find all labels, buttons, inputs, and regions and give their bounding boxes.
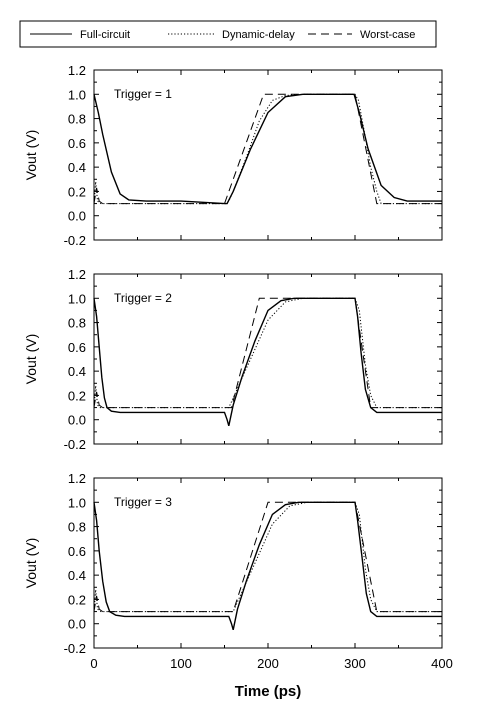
legend-label-full-circuit: Full-circuit [80, 29, 130, 41]
x-tick-label: 400 [431, 656, 453, 671]
legend-label-worst-case: Worst-case [360, 29, 415, 41]
series-line-full-circuit [93, 501, 442, 630]
panel-trigger-3: 1.2 1.0 0.8 0.6 0.4 0.2 0.0 -0.2 0 100 200 300 400 Vo… [23, 471, 453, 700]
series-line-full-circuit [93, 297, 442, 426]
x-axis-label: Time (ps) [235, 683, 301, 700]
y-tick-label: 0.0 [68, 617, 86, 632]
y-tick-label: -0.2 [64, 437, 86, 452]
y-tick-label: 0.4 [68, 160, 86, 175]
series-line-dynamic-delay [93, 501, 442, 613]
x-tick-label: 300 [344, 656, 366, 671]
series-line-dynamic-delay [93, 297, 442, 409]
legend-label-dynamic-delay: Dynamic-delay [222, 29, 295, 41]
trigger-annotation: Trigger = 1 [114, 87, 172, 101]
y-tick-label: 1.0 [68, 495, 86, 510]
y-tick-label: 1.0 [68, 291, 86, 306]
trigger-annotation: Trigger = 3 [114, 495, 172, 509]
y-tick-label: 0.2 [68, 388, 86, 403]
panel-trigger-1: 1.2 1.0 0.8 0.6 0.4 0.2 0.0 -0.2 Vout (V) Trigger… [23, 63, 443, 248]
y-tick-label: 1.0 [68, 87, 86, 102]
y-tick-label: 1.2 [68, 471, 86, 486]
y-tick-label: -0.2 [64, 233, 86, 248]
series-line-worst-case [93, 93, 442, 205]
y-tick-label: 0.2 [68, 184, 86, 199]
y-tick-label: 0.8 [68, 316, 86, 331]
y-tick-label: 0.8 [68, 520, 86, 535]
y-tick-label: 0.6 [68, 340, 86, 355]
legend: Full-circuit Dynamic-delay Worst-case [19, 20, 437, 48]
y-axis-label: Vout (V) [23, 130, 39, 181]
y-tick-label: 1.2 [68, 63, 86, 78]
y-tick-label: 0.0 [68, 413, 86, 428]
y-tick-label: 0.0 [68, 209, 86, 224]
x-tick-label: 200 [257, 656, 279, 671]
y-tick-label: 0.6 [68, 136, 86, 151]
y-tick-label: 0.2 [68, 592, 86, 607]
y-tick-label: 0.6 [68, 544, 86, 559]
series-line-worst-case [93, 501, 442, 613]
x-tick-label: 0 [90, 656, 97, 671]
y-tick-label: 0.4 [68, 568, 86, 583]
y-tick-label: -0.2 [64, 641, 86, 656]
series-line-dynamic-delay [93, 93, 442, 205]
x-tick-label: 100 [170, 656, 192, 671]
series-line-worst-case [93, 297, 442, 409]
series-line-full-circuit [93, 93, 442, 205]
y-tick-label: 0.8 [68, 112, 86, 127]
y-tick-label: 0.4 [68, 364, 86, 379]
y-tick-label: 1.2 [68, 267, 86, 282]
y-axis-label: Vout (V) [23, 538, 39, 589]
y-axis-label: Vout (V) [23, 334, 39, 385]
legend-frame [19, 20, 437, 48]
trigger-annotation: Trigger = 2 [114, 291, 172, 305]
panel-trigger-2: 1.2 1.0 0.8 0.6 0.4 0.2 0.0 -0.2 Vout (V) Trigger… [23, 267, 443, 452]
